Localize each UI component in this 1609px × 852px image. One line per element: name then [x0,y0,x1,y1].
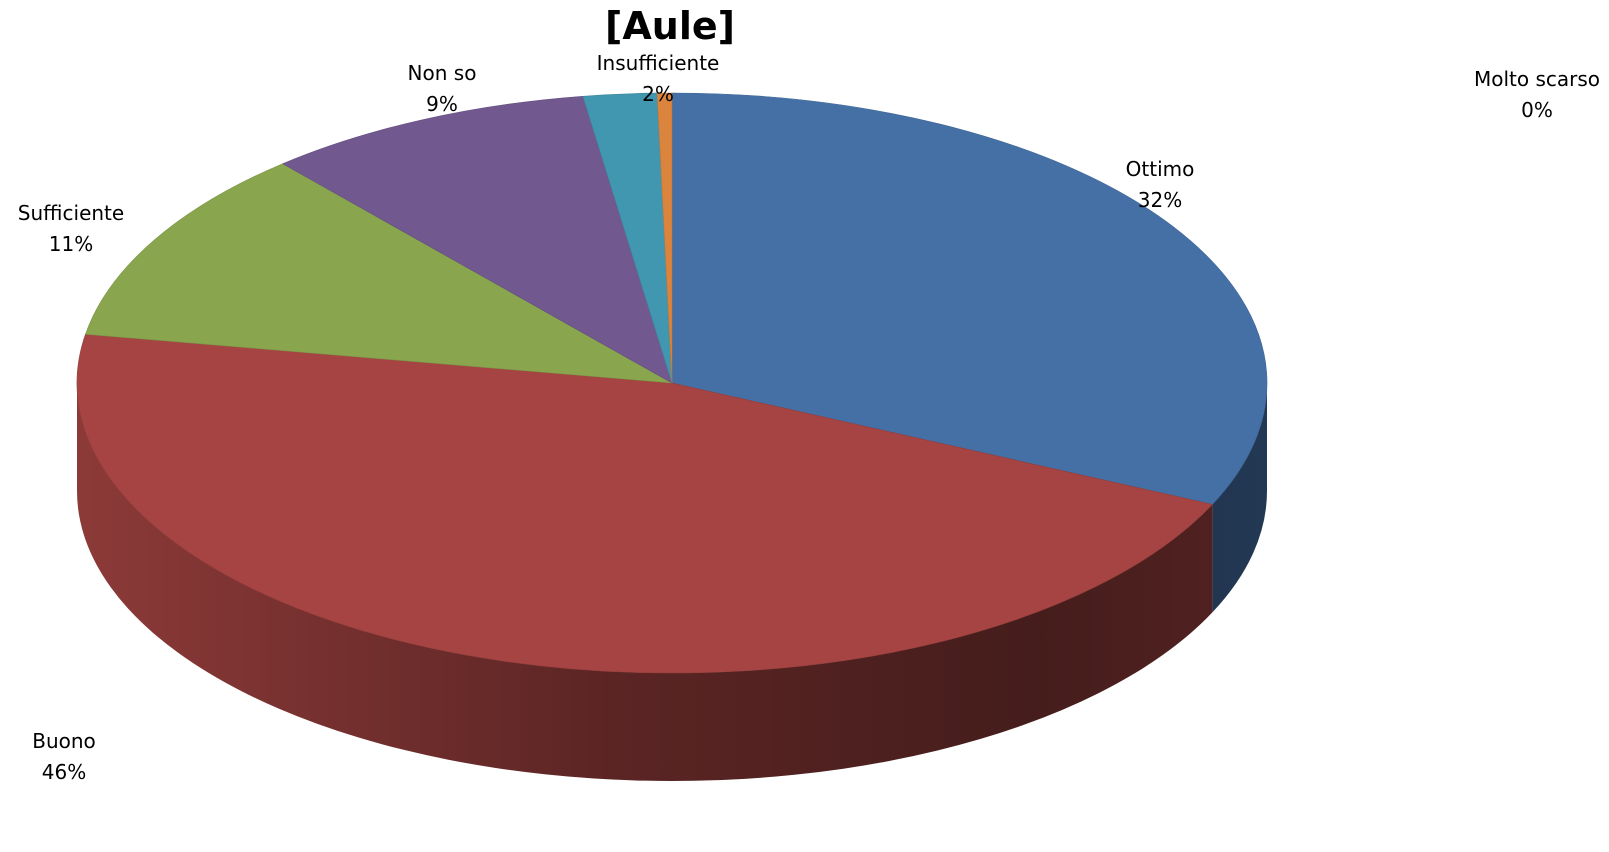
slice-label-molto-scarso-name: Molto scarso [1473,67,1601,91]
slice-label-insufficiente: Insufficiente 2% [597,48,720,110]
slice-label-insufficiente-name: Insufficiente [596,51,720,75]
pie-side-ottimo [1212,383,1267,613]
slice-label-buono: Buono 46% [32,726,96,788]
slice-label-insufficiente-percent: 2% [642,82,674,106]
slice-label-non-so: Non so 9% [408,58,477,120]
pie-slice-buono [76,333,1213,674]
slice-label-ottimo: Ottimo 32% [1126,154,1195,216]
slice-label-sufficiente-percent: 11% [48,232,94,256]
slice-label-buono-percent: 46% [41,760,87,784]
pie-side-walls [77,383,1267,782]
slice-label-ottimo-name: Ottimo [1125,157,1195,181]
slice-label-sufficiente: Sufficiente 11% [18,198,124,260]
slice-label-molto-scarso: Molto scarso 0% [1474,64,1600,126]
slice-label-buono-name: Buono [32,729,96,753]
pie-top-faces [76,92,1268,674]
pie-slice-non-so [281,95,673,384]
pie-slice-ottimo [671,92,1268,505]
slice-label-molto-scarso-percent: 0% [1521,98,1553,122]
chart-title: [Aule] [605,4,735,48]
pie-side-buono [77,383,1213,782]
slice-label-sufficiente-name: Sufficiente [17,201,125,225]
slice-label-ottimo-percent: 32% [1137,188,1183,212]
pie-slice-sufficiente [85,163,673,384]
slice-label-non-so-percent: 9% [426,92,458,116]
pie-slice-molto-scarso [656,92,673,384]
slice-label-non-so-name: Non so [407,61,477,85]
